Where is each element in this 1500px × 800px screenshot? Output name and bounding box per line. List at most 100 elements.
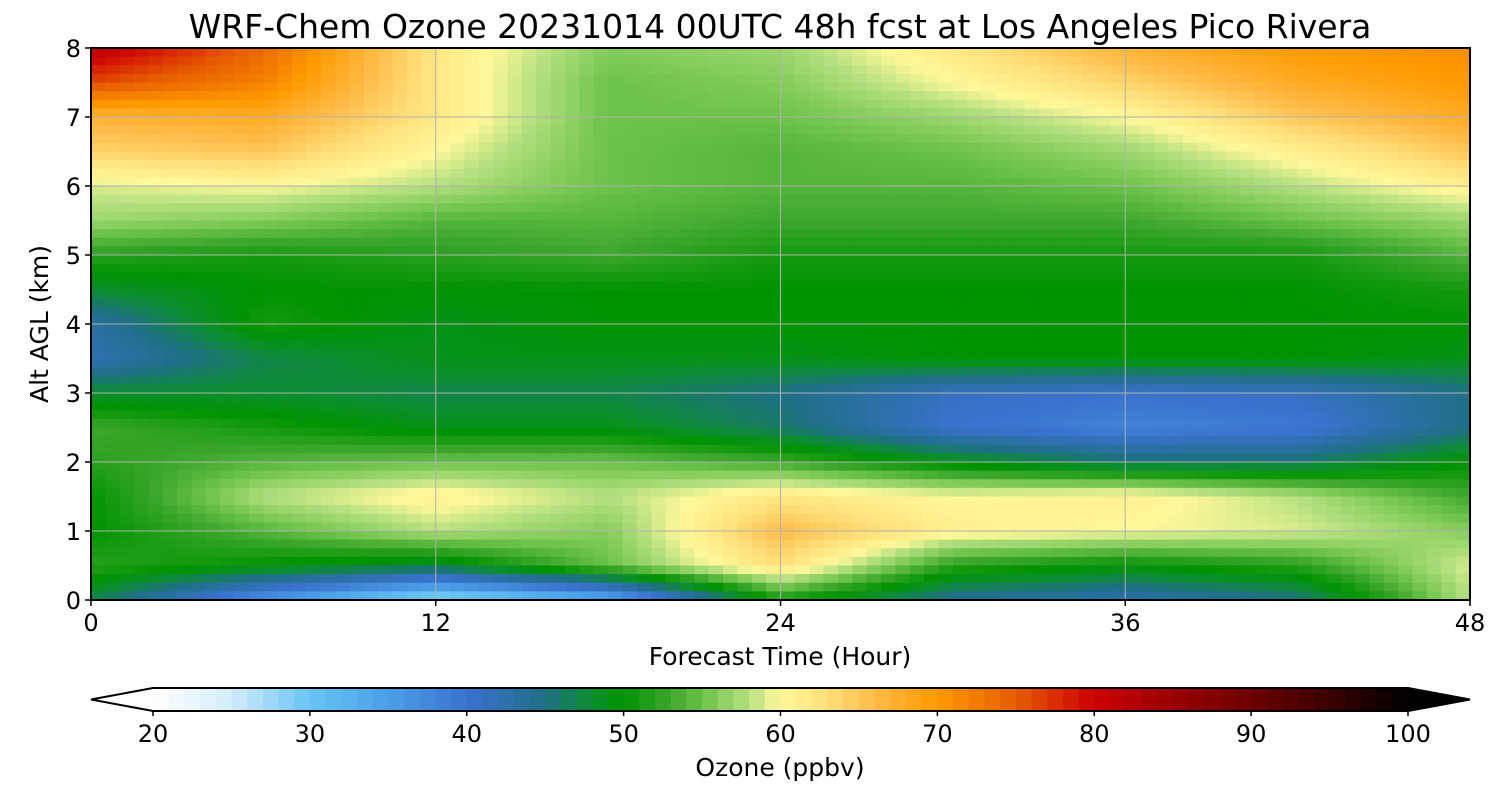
heatmap-cell	[1283, 453, 1299, 463]
heatmap-cell	[1369, 125, 1385, 135]
heatmap-cell	[622, 186, 638, 196]
heatmap-cell	[636, 384, 652, 394]
heatmap-cell	[335, 401, 351, 411]
heatmap-cell	[220, 349, 236, 360]
heatmap-cell	[1240, 444, 1256, 454]
heatmap-cell	[1340, 332, 1356, 342]
heatmap-cell	[981, 108, 997, 118]
heatmap-cell	[1182, 367, 1198, 377]
heatmap-cell	[881, 324, 897, 334]
heatmap-cell	[464, 470, 480, 480]
heatmap-cell	[708, 48, 724, 58]
heatmap-cell	[679, 237, 695, 247]
heatmap-cell	[1125, 341, 1141, 351]
heatmap-cell	[981, 358, 997, 368]
heatmap-cell	[995, 315, 1011, 325]
heatmap-cell	[766, 160, 782, 170]
heatmap-cell	[708, 410, 724, 420]
heatmap-cell	[679, 246, 695, 256]
heatmap-cell	[493, 367, 509, 377]
heatmap-cell	[1197, 160, 1213, 170]
heatmap-cell	[1398, 306, 1414, 316]
heatmap-cell	[1024, 427, 1040, 437]
heatmap-cell	[1412, 91, 1428, 101]
heatmap-cell	[1369, 332, 1385, 342]
heatmap-cell	[536, 220, 552, 230]
heatmap-cell	[909, 280, 925, 291]
heatmap-cell	[407, 220, 422, 230]
heatmap-cell	[1426, 56, 1442, 66]
heatmap-cell	[593, 375, 609, 385]
heatmap-cell	[521, 48, 537, 58]
heatmap-cell	[536, 48, 552, 58]
heatmap-cell	[995, 48, 1011, 58]
heatmap-cell	[119, 160, 135, 170]
heatmap-cell	[478, 444, 494, 454]
heatmap-cell	[794, 324, 810, 334]
heatmap-cell	[464, 91, 480, 101]
heatmap-cell	[1053, 332, 1069, 342]
heatmap-cell	[1426, 384, 1442, 394]
heatmap-cell	[823, 289, 839, 299]
heatmap-cell	[723, 177, 738, 187]
heatmap-cell	[866, 142, 882, 153]
heatmap-cell	[952, 246, 968, 256]
heatmap-cell	[1369, 444, 1385, 454]
heatmap-cell	[478, 462, 494, 472]
heatmap-cell	[177, 211, 193, 222]
heatmap-cell	[550, 108, 566, 118]
heatmap-cell	[507, 427, 523, 437]
heatmap-cell	[1311, 108, 1327, 118]
heatmap-cell	[521, 453, 537, 463]
heatmap-cell	[1412, 358, 1428, 368]
heatmap-cell	[1096, 418, 1112, 429]
heatmap-cell	[751, 479, 767, 489]
heatmap-cell	[162, 203, 178, 213]
heatmap-cell	[1240, 91, 1256, 101]
heatmap-cell	[737, 108, 753, 118]
heatmap-cell	[1225, 73, 1241, 84]
heatmap-cell	[938, 462, 954, 472]
heatmap-cell	[737, 255, 753, 265]
heatmap-cell	[536, 203, 552, 213]
heatmap-cell	[177, 375, 193, 385]
heatmap-cell	[909, 349, 925, 360]
heatmap-cell	[1211, 375, 1227, 385]
heatmap-cell	[1010, 211, 1026, 222]
heatmap-cell	[665, 142, 681, 153]
heatmap-cell	[651, 375, 667, 385]
heatmap-cell	[636, 160, 652, 170]
heatmap-cell	[320, 349, 336, 360]
heatmap-cell	[1383, 82, 1399, 92]
heatmap-cell	[1125, 332, 1141, 342]
heatmap-cell	[1153, 462, 1169, 472]
heatmap-cell	[837, 315, 853, 325]
heatmap-cell	[205, 444, 221, 454]
heatmap-cell	[335, 427, 351, 437]
heatmap-cell	[1067, 91, 1083, 101]
heatmap-cell	[1153, 177, 1169, 187]
heatmap-cell	[924, 82, 940, 92]
heatmap-cell	[636, 358, 652, 368]
heatmap-cell	[1297, 73, 1313, 84]
heatmap-cell	[952, 358, 968, 368]
heatmap-cell	[1053, 418, 1069, 429]
heatmap-cell	[493, 375, 509, 385]
heatmap-cell	[1168, 151, 1184, 161]
heatmap-cell	[636, 418, 652, 429]
heatmap-cell	[895, 410, 911, 420]
heatmap-cell	[995, 168, 1011, 178]
heatmap-cell	[694, 349, 710, 360]
heatmap-cell	[421, 237, 437, 247]
heatmap-cell	[1441, 375, 1457, 385]
heatmap-cell	[1340, 324, 1356, 334]
heatmap-cell	[421, 168, 437, 178]
heatmap-cell	[895, 332, 911, 342]
heatmap-cell	[1010, 401, 1026, 411]
heatmap-cell	[708, 134, 724, 144]
heatmap-cell	[579, 186, 595, 196]
heatmap-cell	[119, 73, 135, 84]
heatmap-cell	[1426, 367, 1442, 377]
heatmap-cell	[335, 177, 351, 187]
heatmap-cell	[162, 56, 178, 66]
